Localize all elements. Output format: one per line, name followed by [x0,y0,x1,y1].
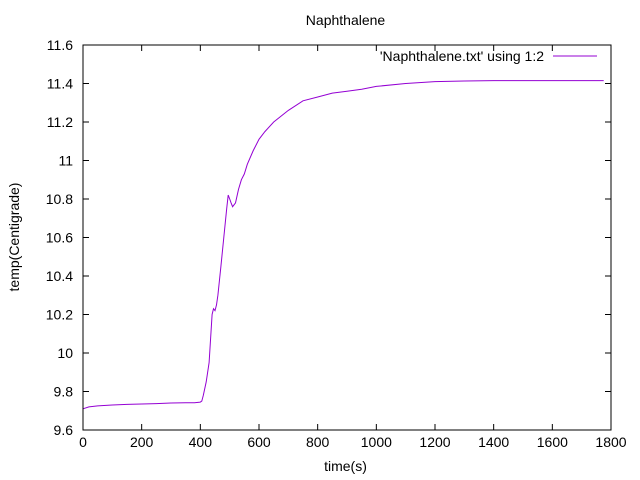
y-tick-label: 10.6 [46,230,73,246]
x-tick-label: 1000 [361,434,392,450]
y-tick-label: 11.2 [47,114,73,130]
y-tick-label: 11.6 [47,37,73,53]
y-tick-label: 9.6 [54,422,74,438]
x-tick-label: 1400 [478,434,509,450]
series-line [82,80,604,410]
legend: 'Naphthalene.txt' using 1:2 [380,48,597,64]
legend-label: 'Naphthalene.txt' using 1:2 [380,48,544,64]
y-tick-label: 10.2 [46,307,73,323]
y-tick-label: 10.8 [46,191,73,207]
y-tick-label: 11 [58,153,73,169]
x-tick-label: 600 [247,434,271,450]
y-tick-label: 10.4 [46,268,73,284]
series-layer [82,80,604,410]
plot-frame [82,44,612,431]
y-axis-label: temp(Centigrade) [6,183,22,292]
x-tick-label: 200 [130,434,154,450]
chart-title: Naphthalene [306,12,386,28]
y-tick-label: 11.4 [47,76,73,92]
y-axis-label-group: temp(Centigrade) [6,183,22,292]
x-axis-label: time(s) [324,458,367,474]
y-tick-label: 10 [57,345,73,361]
x-tick-label: 800 [306,434,330,450]
tick-layer: 0 200 400 600 800 1000 1200 1400 1600 1800 9.6 9.8 1… [46,37,627,450]
x-tick-label: 1600 [537,434,568,450]
x-tick-label: 400 [189,434,213,450]
x-tick-label: 1800 [595,434,626,450]
x-tick-label: 0 [79,434,87,450]
y-tick-label: 9.8 [54,384,74,400]
x-tick-label: 1200 [419,434,450,450]
